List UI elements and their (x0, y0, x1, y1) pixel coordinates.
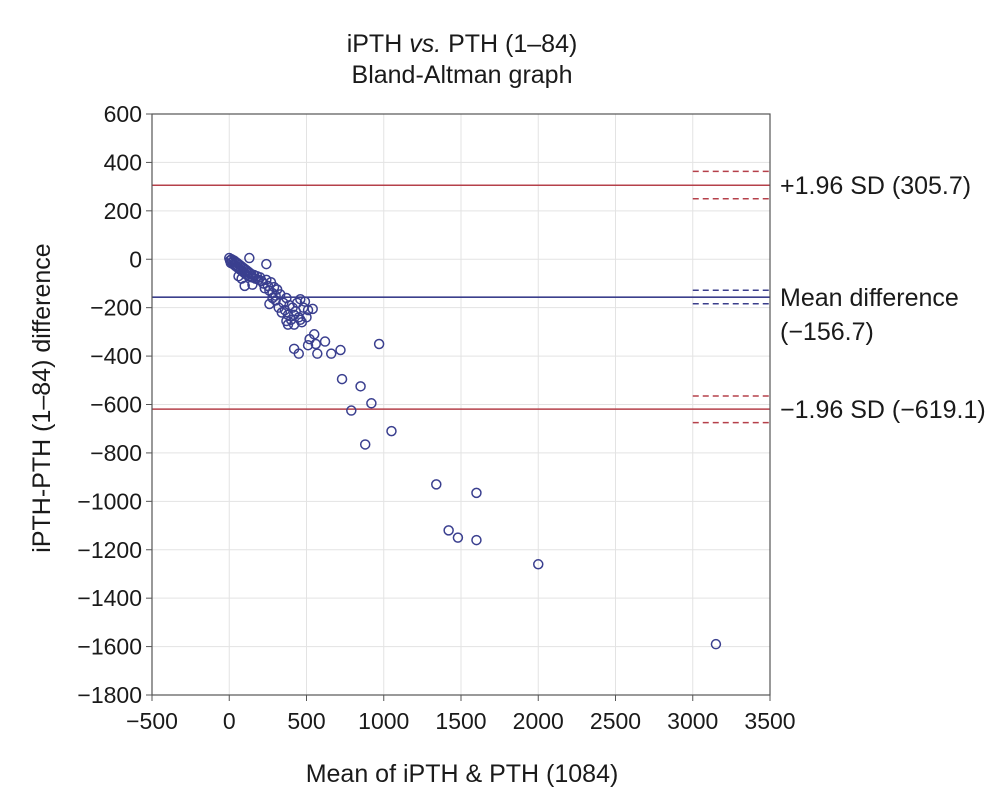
x-axis-label: Mean of iPTH & PTH (1084) (306, 760, 619, 788)
reference-lines (152, 170, 770, 424)
y-tick-label-7: −800 (90, 440, 142, 466)
x-tick-label-3: 1000 (358, 708, 409, 734)
data-point-82 (312, 348, 323, 359)
data-point-78 (307, 303, 318, 315)
data-point-84 (319, 336, 331, 347)
y-tick-label-6: −600 (90, 392, 142, 418)
data-point-98 (443, 525, 454, 536)
y-tick-label-0: 600 (104, 101, 142, 127)
data-point-86 (335, 344, 346, 356)
data-point-97 (471, 487, 482, 499)
data-point-88 (293, 348, 305, 359)
x-tick-label-4: 1500 (435, 708, 486, 734)
y-tick-label-11: −1600 (77, 634, 142, 660)
data-point-92 (373, 338, 385, 350)
data-point-35 (244, 252, 255, 264)
data-point-39 (247, 279, 258, 290)
x-tick-label-5: 2000 (513, 708, 564, 734)
data-point-102 (710, 638, 722, 650)
data-points (224, 252, 722, 650)
data-point-99 (452, 532, 464, 543)
data-point-101 (533, 559, 544, 570)
data-point-100 (471, 534, 482, 546)
upper-limit-label-0: +1.96 SD (305.7) (780, 172, 971, 200)
grid-lines (152, 114, 770, 695)
y-tick-label-3: 0 (129, 246, 142, 272)
y-tick-label-10: −1400 (77, 585, 142, 611)
x-tick-label-7: 3000 (667, 708, 718, 734)
y-tick-label-1: 400 (104, 149, 142, 175)
axis-ticks (146, 113, 771, 701)
y-tick-label-12: −1800 (77, 682, 142, 708)
y-axis-label: iPTH-PTH (1–84) difference (28, 243, 56, 552)
x-tick-labels: −500 0 500 1000 1500 2000 2500 3000 3500 (126, 708, 795, 734)
data-point-91 (366, 398, 377, 409)
x-tick-label-0: −500 (126, 708, 178, 734)
data-point-72 (301, 312, 312, 323)
data-point-56 (276, 307, 288, 318)
data-point-90 (355, 381, 366, 392)
y-tick-label-5: −400 (90, 343, 142, 369)
y-tick-labels: 600 400 200 0 −200 −400 −600 −800 −1000 −1200 −140… (77, 101, 142, 708)
mean-difference-label-0: Mean difference (780, 284, 959, 312)
data-point-83 (310, 338, 322, 350)
reference-line-labels: +1.96 SD (305.7) Mean difference (−156.7) −… (780, 172, 986, 424)
lower-limit-label-0: −1.96 SD (−619.1) (780, 396, 986, 424)
data-point-38 (233, 270, 244, 282)
x-tick-label-8: 3500 (744, 708, 795, 734)
y-tick-label-2: 200 (104, 198, 142, 224)
data-point-93 (346, 405, 357, 416)
x-tick-label-6: 2500 (590, 708, 641, 734)
y-tick-label-9: −1200 (77, 537, 142, 563)
data-point-37 (239, 280, 250, 292)
data-point-73 (302, 304, 314, 316)
data-point-77 (295, 314, 306, 326)
chart-title-line2: Bland-Altman graph (352, 61, 573, 89)
data-point-95 (386, 425, 397, 437)
data-point-94 (359, 439, 371, 450)
data-point-85 (325, 348, 337, 359)
y-tick-label-8: −1000 (77, 488, 142, 514)
x-tick-label-2: 500 (287, 708, 325, 734)
data-point-81 (302, 339, 314, 351)
data-point-96 (431, 479, 442, 490)
data-point-89 (336, 373, 348, 385)
data-point-50 (261, 258, 272, 270)
chart-title-line1: iPTH vs. PTH (1–84) (347, 30, 578, 58)
x-tick-label-1: 0 (223, 708, 236, 734)
data-point-75 (282, 319, 294, 330)
mean-difference-label-1: (−156.7) (780, 318, 874, 346)
y-tick-label-4: −200 (90, 295, 142, 321)
data-point-48 (270, 290, 281, 301)
